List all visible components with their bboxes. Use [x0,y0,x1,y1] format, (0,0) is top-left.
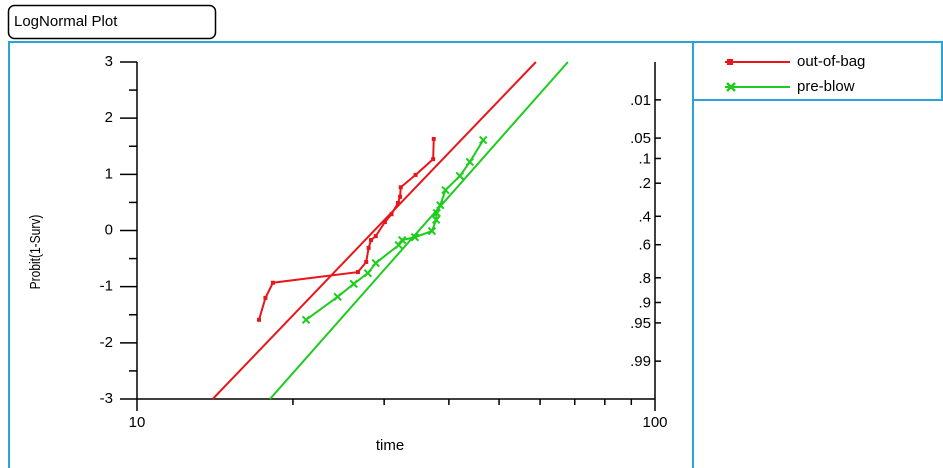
legend-marker [726,82,736,92]
marker [410,233,420,242]
marker [479,135,488,145]
fit-line [211,61,537,400]
y-tick-label: -1 [100,278,113,295]
y2-tick-label: .99 [630,353,651,370]
marker [373,234,378,239]
marker [441,185,450,195]
marker [431,136,436,141]
y2-tick-label: .01 [630,92,651,109]
marker [355,270,360,275]
marker [270,280,275,285]
legend-label: pre-blow [797,78,855,95]
data-line [258,138,435,321]
marker [257,317,262,322]
marker [363,268,373,278]
marker [431,157,436,162]
y-tick-label: 0 [105,221,113,238]
legend-label: out-of-bag [797,53,865,70]
marker [349,279,358,289]
y2-tick-label: .8 [638,270,651,287]
y-tick-label: -3 [100,390,113,407]
marker [431,215,441,225]
marker [398,185,403,190]
x-axis-label: time [376,437,404,454]
marker [436,201,445,210]
marker [263,295,268,300]
marker [369,238,374,243]
marker [395,200,400,205]
y2-tick-label: .95 [630,315,651,332]
marker [397,235,407,245]
fit-line [269,61,569,400]
y2-tick-label: .1 [638,150,651,167]
y2-tick-label: .4 [638,208,651,225]
y2-tick-label: .05 [630,130,651,147]
y2-tick-label: .6 [638,237,651,254]
marker [394,240,403,250]
marker [432,208,441,218]
marker [371,258,380,268]
marker [465,157,475,167]
marker [413,172,418,177]
x-tick-label: 100 [642,414,667,431]
marker [389,212,394,217]
y-tick-label: 3 [105,53,113,70]
chart-title: LogNormal Plot [14,13,118,30]
legend-marker [727,59,733,65]
marker [366,245,371,250]
data-line [305,139,485,321]
marker [382,220,387,225]
x-tick-label: 10 [129,414,146,431]
title-box [7,4,217,40]
y-tick-label: 1 [105,165,113,182]
y2-tick-label: .9 [638,294,651,311]
y-axis-label: Probit(1-Surv) [27,215,44,290]
marker [455,171,465,181]
marker [427,226,437,236]
marker [333,292,342,301]
marker [364,259,369,264]
y-tick-label: -2 [100,334,113,351]
y-tick-label: 2 [105,109,113,126]
y2-tick-label: .2 [638,175,651,192]
marker [398,194,403,199]
marker [301,315,311,325]
